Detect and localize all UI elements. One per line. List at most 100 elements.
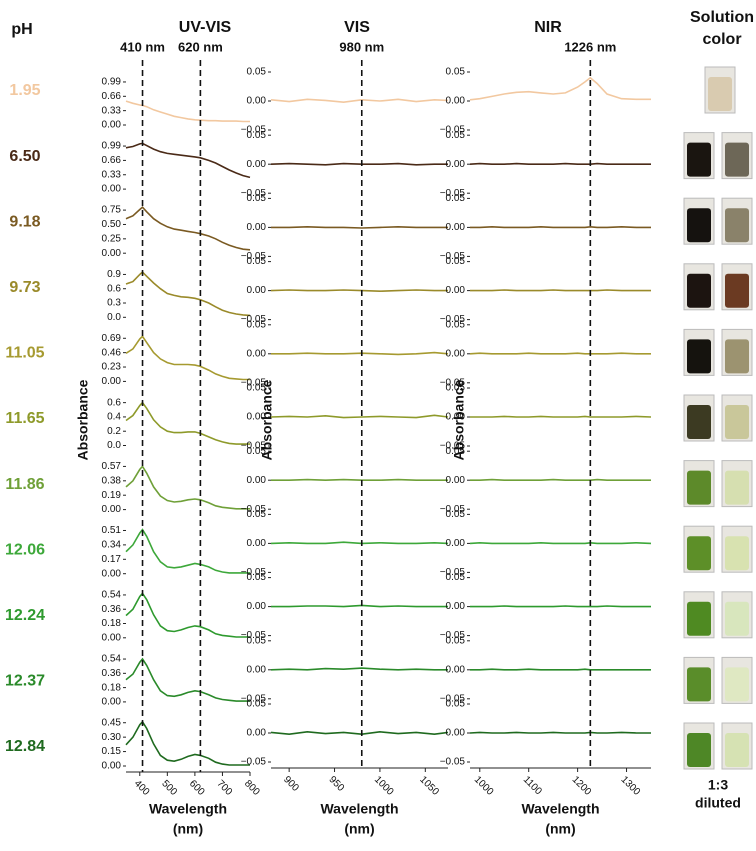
spectrum-line [270,414,449,419]
y-tick-label: 0.18 [102,618,122,629]
x-tick-label: 700 [214,778,234,798]
y-tick-label: 0.51 [102,525,122,536]
spectrum-line [469,731,651,734]
y-tick-label: −0.05 [440,125,466,136]
spectrum-line [469,162,651,165]
vial-liquid [687,142,711,177]
spectrum-line [270,730,449,736]
spectrum-line [270,541,449,545]
ph-label: 11.05 [5,345,44,362]
y-tick-label: 0.05 [446,130,466,141]
y-axis-label: Absorbance [75,379,91,460]
y-tick-label: 0.38 [102,475,122,486]
ph-label: 9.73 [9,279,40,296]
annotation-label: 1226 nm [564,39,616,54]
x-axis-label: Wavelength [521,801,599,817]
y-tick-label: 0.00 [446,412,466,423]
y-tick-label: 0.00 [446,159,466,170]
y-tick-label: 0.00 [446,348,466,359]
y-tick-label: −0.05 [241,188,267,199]
spectrum-line [125,142,251,179]
y-tick-label: 0.05 [247,67,267,78]
x-axis-label: (nm) [344,821,374,837]
spectrum-line [125,720,250,766]
y-tick-label: 0.18 [102,682,122,693]
ph-label: 12.37 [5,673,45,690]
y-tick-label: 0.00 [102,632,122,643]
y-tick-label: 0.00 [102,184,122,195]
vial-liquid [725,536,749,571]
spectrum-line [270,98,449,104]
y-tick-label: 0.57 [102,461,122,472]
y-tick-label: 0.00 [247,412,267,423]
spectrum-line [470,415,652,418]
y-tick-label: 0.6 [107,397,121,408]
spectrum-line [271,225,448,229]
y-tick-label: 0.46 [102,347,122,358]
y-tick-label: 0.30 [102,732,122,743]
y-tick-label: 0.23 [102,362,122,373]
y-tick-label: 0.00 [446,285,466,296]
y-tick-label: 0.36 [102,668,122,679]
spectrum-line [125,657,250,702]
y-tick-label: 0.00 [102,697,122,708]
y-tick-label: −0.05 [440,757,466,768]
y-tick-label: −0.05 [440,630,466,641]
y-tick-label: −0.05 [241,125,267,136]
y-tick-label: −0.05 [440,251,466,262]
photo-title: Solution [690,9,754,26]
spectrum-line [125,401,250,445]
vial-liquid [687,536,711,571]
y-tick-label: 0.00 [446,96,466,107]
y-tick-label: 0.05 [247,319,267,330]
y-tick-label: 0.00 [446,728,466,739]
y-tick-label: 0.05 [247,572,267,583]
y-tick-label: 0.05 [247,130,267,141]
spectrum-line [470,605,651,608]
x-axis-label: Wavelength [320,801,398,817]
y-tick-label: 0.05 [247,383,267,394]
y-tick-label: 0.45 [102,717,122,728]
spectrum-line [125,271,251,317]
y-tick-label: −0.05 [241,314,267,325]
y-tick-label: 0.00 [446,475,466,486]
y-tick-label: 0.00 [247,728,267,739]
vial-liquid [725,667,749,702]
vial-liquid [725,339,749,374]
y-tick-label: 0.00 [247,222,267,233]
y-tick-label: 0.00 [446,222,466,233]
column-title: UV-VIS [179,19,232,36]
y-tick-label: 0.4 [107,412,121,423]
ph-label: 12.06 [5,541,45,558]
y-tick-label: 0.3 [107,298,121,309]
y-tick-label: 0.00 [102,376,122,387]
vial-liquid [687,339,711,374]
y-tick-label: −0.05 [440,567,466,578]
y-tick-label: 0.00 [446,538,466,549]
y-axis-label: Absorbance [259,379,275,460]
y-tick-label: −0.05 [241,757,267,768]
spectrum-line [470,668,651,671]
y-tick-label: 0.2 [107,426,121,437]
y-tick-label: 0.17 [102,554,122,565]
ph-label: 1.95 [9,82,40,99]
x-tick-label: 800 [242,778,262,798]
column-title: VIS [344,19,370,36]
spectrum-line [270,289,448,293]
y-tick-label: 0.00 [247,475,267,486]
y-tick-label: −0.05 [440,693,466,704]
vial-liquid [687,601,711,636]
y-tick-label: 0.05 [247,509,267,520]
y-tick-label: 0.34 [102,540,122,551]
y-tick-label: 0.69 [102,333,122,344]
spectrum-line [271,604,448,608]
spectrum-line [125,100,250,123]
x-tick-label: 1100 [521,774,544,797]
annotation-label: 620 nm [178,39,223,54]
spectrum-line [270,667,448,671]
x-tick-label: 1000 [372,774,396,798]
x-tick-label: 1300 [619,774,643,798]
spectrum-line [470,289,651,292]
ph-label: 6.50 [9,148,40,165]
ph-label: 9.18 [9,213,40,230]
